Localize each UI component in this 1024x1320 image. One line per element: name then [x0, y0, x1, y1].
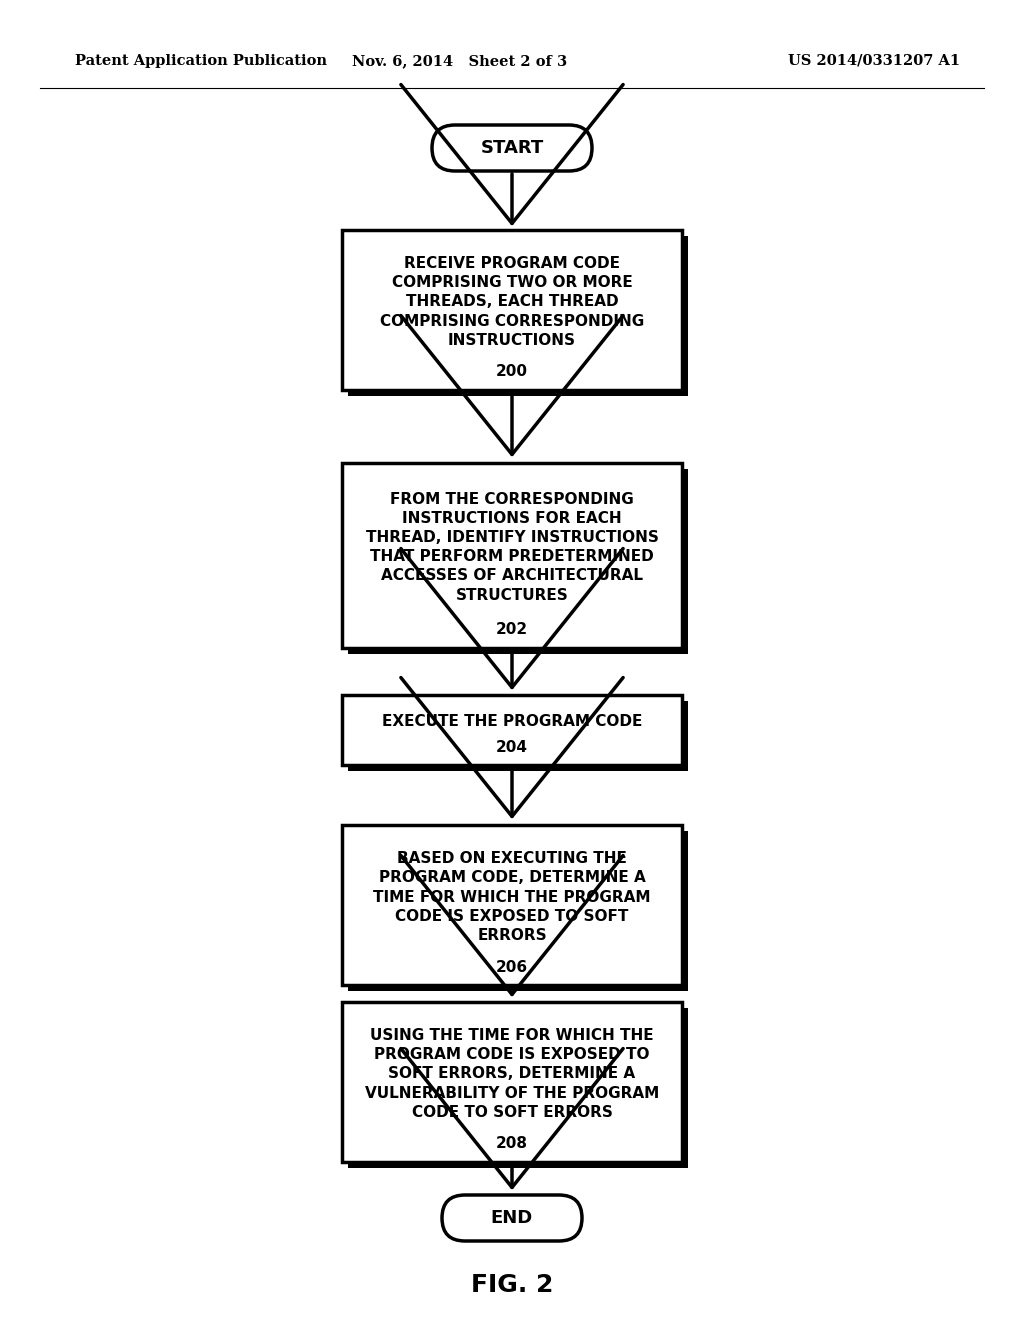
Text: Nov. 6, 2014   Sheet 2 of 3: Nov. 6, 2014 Sheet 2 of 3 [352, 54, 567, 69]
Text: END: END [490, 1209, 534, 1228]
Text: EXECUTE THE PROGRAM CODE: EXECUTE THE PROGRAM CODE [382, 714, 642, 730]
Text: 204: 204 [496, 739, 528, 755]
Bar [342, 1002, 682, 1162]
Text: BASED ON EXECUTING THE
PROGRAM CODE, DETERMINE A
TIME FOR WHICH THE PROGRAM
CODE: BASED ON EXECUTING THE PROGRAM CODE, DET… [374, 851, 650, 942]
Bar [342, 825, 682, 985]
FancyBboxPatch shape [442, 1195, 582, 1241]
Bar [348, 832, 688, 991]
Bar [342, 230, 682, 389]
Text: Patent Application Publication: Patent Application Publication [75, 54, 327, 69]
Text: 206: 206 [496, 960, 528, 974]
Text: USING THE TIME FOR WHICH THE
PROGRAM CODE IS EXPOSED TO
SOFT ERRORS, DETERMINE A: USING THE TIME FOR WHICH THE PROGRAM COD… [365, 1028, 659, 1119]
FancyBboxPatch shape [432, 125, 592, 172]
Text: 202: 202 [496, 622, 528, 638]
Bar [348, 1008, 688, 1168]
Bar [342, 696, 682, 766]
Text: US 2014/0331207 A1: US 2014/0331207 A1 [787, 54, 961, 69]
Text: 208: 208 [496, 1137, 528, 1151]
Bar [348, 236, 688, 396]
Bar [348, 701, 688, 771]
Text: FIG. 2: FIG. 2 [471, 1272, 553, 1298]
Text: 200: 200 [496, 364, 528, 380]
Text: RECEIVE PROGRAM CODE
COMPRISING TWO OR MORE
THREADS, EACH THREAD
COMPRISING CORR: RECEIVE PROGRAM CODE COMPRISING TWO OR M… [380, 256, 644, 348]
Bar [342, 462, 682, 648]
Text: FROM THE CORRESPONDING
INSTRUCTIONS FOR EACH
THREAD, IDENTIFY INSTRUCTIONS
THAT : FROM THE CORRESPONDING INSTRUCTIONS FOR … [366, 491, 658, 602]
Text: START: START [480, 139, 544, 157]
Bar [348, 469, 688, 653]
